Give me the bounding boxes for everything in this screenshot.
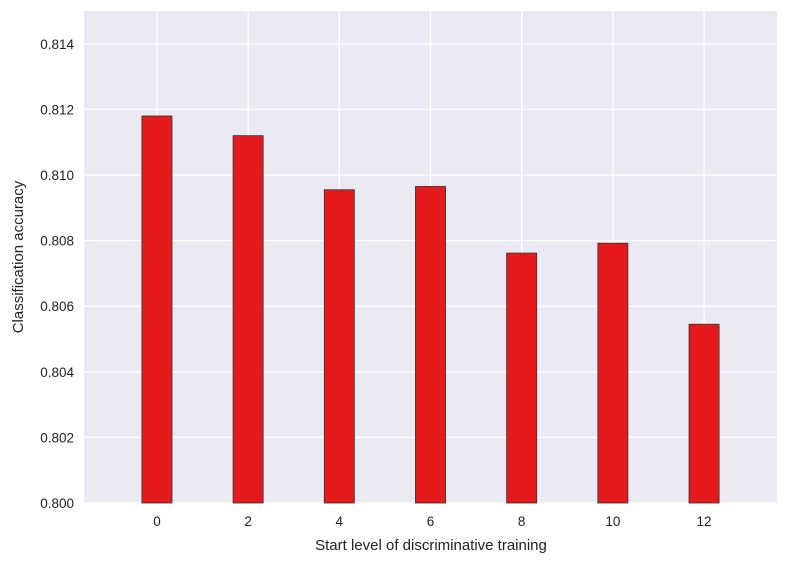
y-tick-label: 0.806 xyxy=(40,299,74,314)
y-tick-labels: 0.800 0.802 0.804 0.806 0.808 0.810 0.812 0.814 xyxy=(40,37,74,511)
x-tick-label: 6 xyxy=(427,514,435,529)
x-tick-label: 2 xyxy=(244,514,252,529)
bar-2 xyxy=(232,135,264,504)
y-tick-label: 0.804 xyxy=(40,365,74,380)
bars-group xyxy=(141,115,720,504)
bar-8 xyxy=(506,252,538,504)
y-tick-label: 0.814 xyxy=(40,37,74,52)
y-tick-label: 0.802 xyxy=(40,430,74,445)
x-tick-label: 12 xyxy=(697,514,712,529)
x-tick-label: 0 xyxy=(153,514,161,529)
x-tick-label: 10 xyxy=(605,514,620,529)
bar-0 xyxy=(141,115,173,504)
bar-10 xyxy=(597,242,629,504)
x-tick-label: 4 xyxy=(336,514,344,529)
x-axis-label: Start level of discriminative training xyxy=(315,537,547,554)
x-tick-label: 8 xyxy=(518,514,526,529)
y-tick-label: 0.812 xyxy=(40,102,74,117)
y-tick-label: 0.810 xyxy=(40,168,74,183)
bar-6 xyxy=(415,186,446,504)
y-tick-label: 0.800 xyxy=(40,496,74,511)
bar-4 xyxy=(323,189,355,504)
y-tick-label: 0.808 xyxy=(40,234,74,249)
x-tick-labels: 0 2 4 6 8 10 12 xyxy=(153,514,711,529)
y-axis-label: Classification accuracy xyxy=(10,180,27,333)
bar-12 xyxy=(688,323,720,504)
